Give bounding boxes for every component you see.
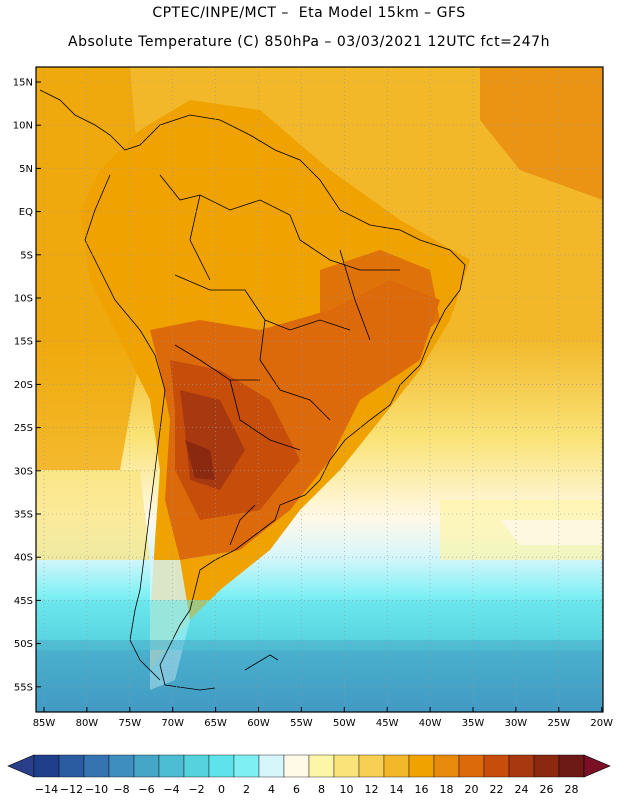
colorbar-value-label: 14 [390,783,404,796]
colorbar-swatch [208,754,235,778]
colorbar-value-label: −8 [113,783,129,796]
colorbar-value-label: −4 [163,783,179,796]
map-title-line2: Absolute Temperature (C) 850hPa – 03/03/… [68,34,550,50]
lon-tick-label: 50W [333,718,356,729]
lat-tick-label: 25S [14,423,33,434]
colorbar-swatch [308,754,335,778]
colorbar-value-label: 6 [293,783,300,796]
lon-tick-label: 60W [247,718,270,729]
lat-tick-label: 15S [14,337,33,348]
colorbar [7,754,611,778]
lat-tick-label: 50S [14,639,33,650]
colorbar-swatch [358,754,385,778]
colorbar-value-label: 12 [365,783,379,796]
lon-tick-label: 35W [462,718,485,729]
colorbar-swatch [183,754,210,778]
colorbar-swatch [533,754,560,778]
colorbar-swatch [283,754,310,778]
colorbar-value-label: 0 [218,783,225,796]
colorbar-swatch [558,754,585,778]
lat-tick-label: 5N [19,164,33,175]
colorbar-value-label: 16 [415,783,429,796]
lat-tick-label: 10N [13,121,33,132]
colorbar-swatch [233,754,260,778]
colorbar-swatch [158,754,185,778]
colorbar-value-label: 18 [440,783,454,796]
lat-tick-label: 35S [14,510,33,521]
colorbar-value-label: −6 [138,783,154,796]
colorbar-swatch [458,754,485,778]
colorbar-swatch [33,754,60,778]
field-layer [36,67,603,712]
lon-tick-label: 65W [204,718,227,729]
colorbar-swatch [433,754,460,778]
colorbar-value-label: 22 [490,783,504,796]
lon-tick-label: 75W [118,718,141,729]
colorbar-value-label: 2 [243,783,250,796]
lon-tick-label: 80W [76,718,99,729]
colorbar-swatch [83,754,110,778]
colorbar-swatch [508,754,535,778]
lon-tick-label: 25W [547,718,570,729]
colorbar-value-label: −2 [188,783,204,796]
lon-tick-label: 30W [505,718,528,729]
lat-tick-label: 55S [14,682,33,693]
colorbar-value-label: 26 [540,783,554,796]
colorbar-swatch [408,754,435,778]
colorbar-value-label: 20 [465,783,479,796]
colorbar-value-label: 24 [515,783,529,796]
lat-tick-label: EQ [19,207,33,218]
lon-tick-label: 70W [161,718,184,729]
colorbar-swatch [333,754,360,778]
colorbar-value-label: −10 [85,783,108,796]
colorbar-value-label: −14 [35,783,58,796]
lon-tick-label: 40W [419,718,442,729]
lon-tick-label: 20W [590,718,613,729]
colorbar-swatch [383,754,410,778]
colorbar-under-arrow [7,754,35,778]
colorbar-value-label: 28 [565,783,579,796]
lat-tick-label: 10S [14,294,33,305]
colorbar-swatch [258,754,285,778]
lat-tick-label: 20S [14,380,33,391]
colorbar-swatch [133,754,160,778]
map-title-line1: CPTEC/INPE/MCT – Eta Model 15km – GFS [152,5,466,21]
longitude-axis: 85W 80W 75W 70W 65W 60W 55W 50W 45W 40W 35W 30W 25W 2… [33,707,613,729]
lat-tick-label: 15N [13,78,33,89]
lon-tick-label: 45W [376,718,399,729]
lat-tick-label: 5S [20,250,33,261]
colorbar-value-label: −12 [60,783,83,796]
lat-tick-label: 45S [14,596,33,607]
colorbar-labels: −14 −12 −10 −8 −6 −4 −2 0 2 4 6 8 10 12 14 16 18 20 22 24 26… [35,783,579,796]
colorbar-over-arrow [583,754,611,778]
colorbar-swatch [58,754,85,778]
colorbar-swatch [483,754,510,778]
colorbar-value-label: 4 [268,783,275,796]
lat-lon-grid [36,67,603,712]
map-frame [35,66,604,713]
latitude-axis: 15N 10N 5N EQ 5S 10S 15S 20S 25S 30S 35S 40S 45S 50S 5… [13,78,41,693]
colorbar-value-label: 10 [340,783,354,796]
colorbar-swatch [108,754,135,778]
colorbar-value-label: 8 [318,783,325,796]
lat-tick-label: 30S [14,466,33,477]
lon-tick-label: 85W [33,718,56,729]
lon-tick-label: 55W [290,718,313,729]
lat-tick-label: 40S [14,553,33,564]
